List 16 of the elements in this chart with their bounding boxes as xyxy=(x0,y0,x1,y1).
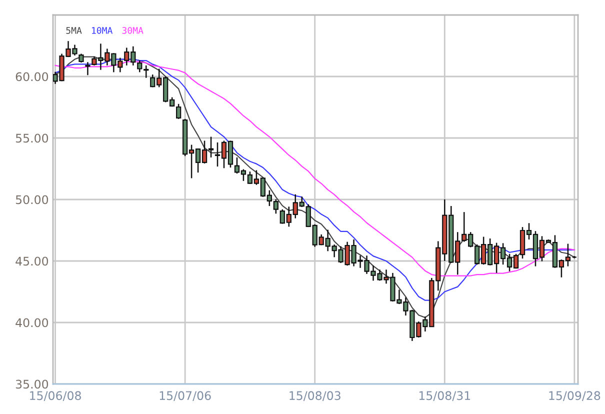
text: 30MA xyxy=(122,27,144,34)
x-tick-label: 15/08/31 xyxy=(419,391,470,402)
y-tick-label: 40.00 xyxy=(16,318,48,328)
x-tick-label: 15/09/28 xyxy=(549,391,600,402)
x-tick-label: 15/07/06 xyxy=(160,391,211,402)
candlestick xyxy=(176,103,182,120)
y-tick-label: 60.00 xyxy=(16,72,48,82)
text: 10MA xyxy=(92,27,113,34)
candlestick xyxy=(85,61,90,76)
y-tick-label: 45.00 xyxy=(16,256,48,266)
y-tick-label: 55.00 xyxy=(16,134,48,143)
x-tick-label: 15/08/03 xyxy=(290,391,340,402)
y-tick-label: 50.00 xyxy=(16,195,48,204)
x-tick-label: 15/06/08 xyxy=(30,391,81,402)
y-tick-label: 35.00 xyxy=(16,380,48,389)
text: 5MA xyxy=(66,27,82,34)
